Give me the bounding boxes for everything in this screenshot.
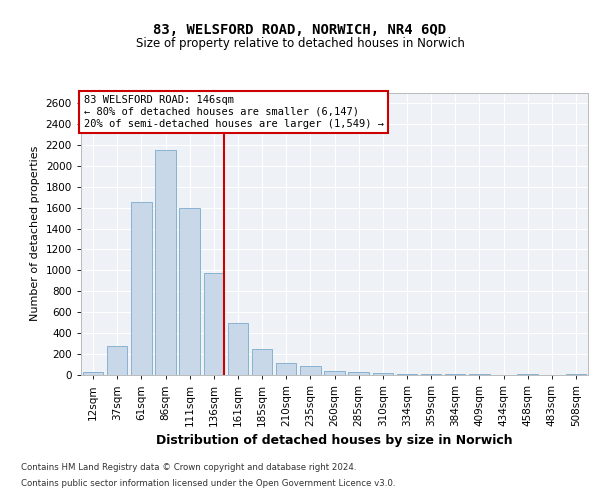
Bar [349, 372, 369, 375]
Y-axis label: Number of detached properties: Number of detached properties [30, 146, 40, 322]
Bar [203, 273, 224, 375]
Bar [276, 364, 296, 375]
X-axis label: Distribution of detached houses by size in Norwich: Distribution of detached houses by size … [156, 434, 513, 448]
Text: 83, WELSFORD ROAD, NORWICH, NR4 6QD: 83, WELSFORD ROAD, NORWICH, NR4 6QD [154, 22, 446, 36]
Bar [131, 202, 152, 375]
Bar [566, 374, 586, 375]
Bar [227, 322, 248, 375]
Text: 83 WELSFORD ROAD: 146sqm
← 80% of detached houses are smaller (6,147)
20% of sem: 83 WELSFORD ROAD: 146sqm ← 80% of detach… [83, 96, 383, 128]
Bar [397, 374, 417, 375]
Bar [83, 372, 103, 375]
Bar [252, 350, 272, 375]
Bar [107, 346, 127, 375]
Text: Size of property relative to detached houses in Norwich: Size of property relative to detached ho… [136, 38, 464, 51]
Bar [324, 372, 345, 375]
Bar [517, 374, 538, 375]
Bar [469, 374, 490, 375]
Bar [421, 374, 442, 375]
Bar [155, 150, 176, 375]
Text: Contains public sector information licensed under the Open Government Licence v3: Contains public sector information licen… [21, 478, 395, 488]
Bar [300, 366, 320, 375]
Bar [445, 374, 466, 375]
Bar [179, 208, 200, 375]
Bar [373, 373, 393, 375]
Text: Contains HM Land Registry data © Crown copyright and database right 2024.: Contains HM Land Registry data © Crown c… [21, 464, 356, 472]
